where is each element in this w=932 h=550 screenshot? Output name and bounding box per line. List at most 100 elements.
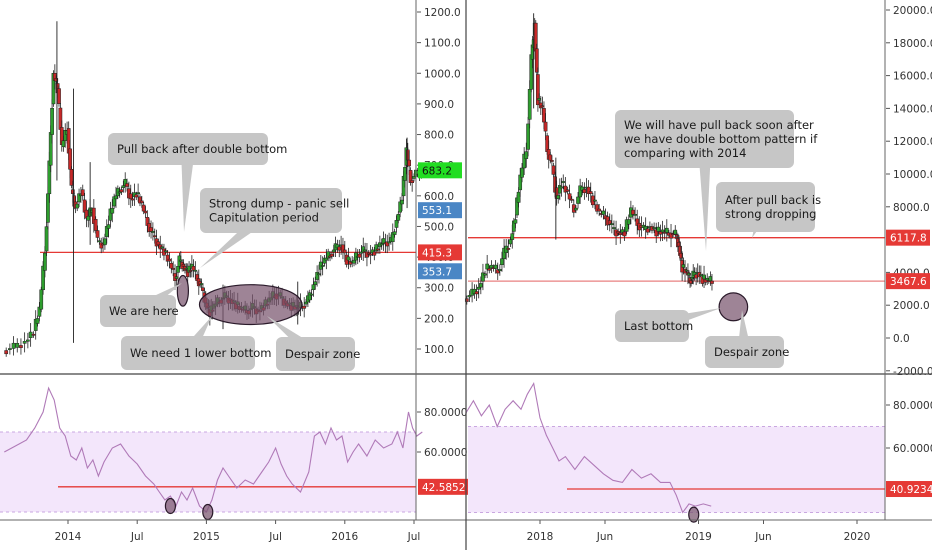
callout-box bbox=[108, 133, 268, 165]
candle-body bbox=[500, 258, 504, 265]
candle-body bbox=[44, 226, 49, 252]
callout-label: We need 1 lower bottom bbox=[130, 346, 271, 360]
candle-body bbox=[478, 283, 483, 288]
candle-body bbox=[510, 233, 515, 240]
candle-body bbox=[163, 250, 168, 253]
price-tag-label: 42.5852 bbox=[422, 482, 465, 494]
candle-body bbox=[520, 167, 524, 178]
candle-body bbox=[652, 227, 656, 229]
price-tag bbox=[886, 229, 930, 246]
candle-body bbox=[536, 74, 540, 106]
candle-body bbox=[396, 214, 401, 221]
candle-body bbox=[699, 274, 703, 276]
candle-body bbox=[35, 318, 40, 324]
candle-body bbox=[139, 200, 144, 204]
candle-body bbox=[363, 249, 367, 252]
x-tick-label: Jul bbox=[407, 531, 421, 543]
callout-label: Despair zone bbox=[714, 345, 789, 359]
candle-body bbox=[156, 241, 161, 246]
candle-body bbox=[497, 269, 502, 272]
candle-body bbox=[93, 219, 98, 231]
candle-body bbox=[160, 246, 164, 249]
candle-body bbox=[631, 209, 635, 215]
candle-body bbox=[516, 191, 521, 203]
candle-body bbox=[502, 247, 506, 259]
candle-body bbox=[662, 231, 667, 234]
x-tick-label: 2020 bbox=[844, 531, 871, 543]
candle-body bbox=[106, 224, 111, 229]
callout-label: We will have pull back soon after bbox=[624, 118, 814, 132]
candle-body bbox=[626, 219, 631, 225]
price-tag bbox=[418, 244, 462, 261]
x-tick-label: 2018 bbox=[527, 531, 554, 543]
y-tick-label: 200.0 bbox=[424, 313, 454, 325]
candle-body bbox=[542, 108, 546, 123]
y-tick-label: 300.0 bbox=[424, 283, 454, 295]
y-tick-label: 1200.0 bbox=[424, 7, 461, 19]
candle-body bbox=[702, 274, 706, 280]
candle-body bbox=[487, 268, 492, 271]
candle-body bbox=[331, 249, 336, 253]
candle-body bbox=[593, 199, 597, 202]
candle-body bbox=[69, 169, 74, 186]
candle-body bbox=[586, 186, 591, 195]
candle-body bbox=[474, 291, 479, 295]
candle-body bbox=[392, 231, 397, 235]
candle-body bbox=[119, 189, 124, 193]
candle-body bbox=[705, 278, 710, 281]
candle-body bbox=[534, 48, 539, 73]
candle-body bbox=[526, 123, 530, 150]
highlight-ellipse bbox=[176, 274, 190, 307]
y-tick-label: 14000.0 bbox=[893, 103, 932, 115]
candle-body bbox=[15, 343, 20, 348]
candle-body bbox=[506, 248, 511, 250]
candle-body bbox=[304, 301, 308, 305]
callout-label: strong dropping bbox=[725, 207, 816, 221]
candle-body bbox=[103, 238, 107, 246]
candle-body bbox=[694, 274, 698, 279]
highlight-ellipse bbox=[688, 506, 700, 523]
candle-body bbox=[467, 295, 472, 298]
candle-body bbox=[309, 293, 314, 296]
candle-body bbox=[152, 235, 157, 238]
candle-body bbox=[527, 89, 532, 120]
candle-body bbox=[400, 199, 404, 205]
y-tick-label: 80.0000 bbox=[424, 407, 467, 419]
callout-label: comparing with 2014 bbox=[624, 146, 746, 160]
candle-body bbox=[97, 240, 102, 243]
candle-body bbox=[710, 280, 714, 284]
candle-body bbox=[302, 305, 307, 309]
candle-body bbox=[171, 268, 176, 270]
candle-body bbox=[679, 253, 683, 259]
y-tick-label: 1100.0 bbox=[424, 38, 461, 50]
candle-body bbox=[654, 229, 659, 237]
candle-body bbox=[121, 185, 126, 188]
candle-body bbox=[601, 210, 606, 215]
callout-box bbox=[615, 110, 794, 168]
y-tick-label: 8000.0 bbox=[893, 202, 930, 214]
y-tick-label: 10000.0 bbox=[893, 169, 932, 181]
candle-body bbox=[149, 227, 153, 232]
candle-body bbox=[557, 185, 562, 194]
candle-body bbox=[559, 186, 564, 189]
candle-body bbox=[143, 210, 148, 214]
candle-body bbox=[561, 181, 566, 183]
candle-body bbox=[550, 160, 554, 162]
callout-box bbox=[121, 336, 255, 370]
x-tick-label: Jun bbox=[754, 531, 771, 543]
candle-body bbox=[464, 298, 469, 302]
price-tag-label: 40.9234 bbox=[890, 484, 932, 496]
highlight-ellipse bbox=[164, 497, 177, 515]
candle-body bbox=[125, 183, 129, 187]
candle-body bbox=[588, 191, 593, 194]
candle-body bbox=[576, 196, 580, 204]
candle-body bbox=[563, 185, 568, 193]
candle-body bbox=[708, 276, 713, 282]
candle-body bbox=[68, 148, 72, 170]
x-tick-label: 2016 bbox=[331, 531, 358, 543]
candle-body bbox=[565, 189, 570, 192]
y-tick-label: 60.0000 bbox=[893, 443, 932, 455]
candle-body bbox=[337, 246, 342, 251]
candle-body bbox=[476, 286, 481, 290]
